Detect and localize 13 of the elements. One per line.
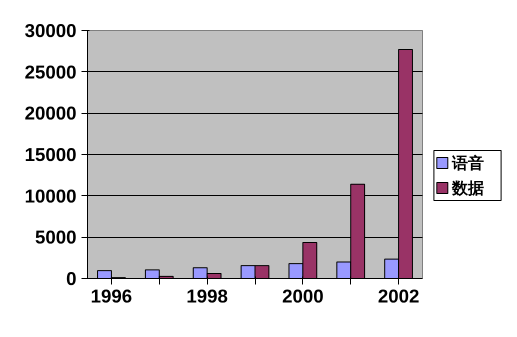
- y-tick-label: 10000: [24, 185, 77, 206]
- x-tick-label: 2002: [378, 286, 420, 306]
- y-tick-label: 20000: [24, 102, 77, 124]
- y-tick-label: 0: [66, 268, 77, 289]
- y-tick-label: 15000: [24, 144, 77, 165]
- y-tick-label: 5000: [34, 226, 77, 248]
- x-tick-label: 1996: [90, 286, 132, 306]
- y-tick-label: 30000: [24, 20, 77, 41]
- x-tick-label: 2000: [282, 286, 324, 306]
- x-tick-label: 1998: [186, 286, 228, 306]
- y-tick-label: 25000: [24, 61, 77, 82]
- legend-label: 语音: [451, 154, 484, 172]
- legend-label: 数据: [451, 178, 484, 198]
